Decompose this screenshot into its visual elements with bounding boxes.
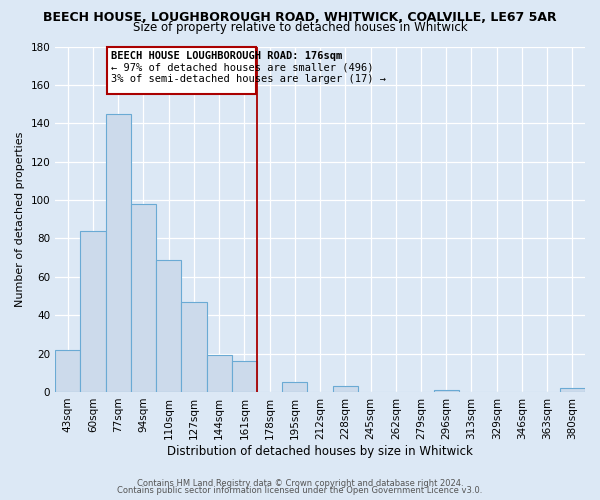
Bar [282, 382, 307, 392]
Bar [232, 362, 257, 392]
Text: BEECH HOUSE LOUGHBOROUGH ROAD: 176sqm: BEECH HOUSE LOUGHBOROUGH ROAD: 176sqm [112, 52, 343, 62]
Text: 3% of semi-detached houses are larger (17) →: 3% of semi-detached houses are larger (1… [112, 74, 386, 85]
Bar [131, 204, 156, 392]
X-axis label: Distribution of detached houses by size in Whitwick: Distribution of detached houses by size … [167, 444, 473, 458]
Bar [80, 230, 106, 392]
Bar [156, 260, 181, 392]
Bar [434, 390, 459, 392]
Text: ← 97% of detached houses are smaller (496): ← 97% of detached houses are smaller (49… [112, 63, 374, 73]
Bar [206, 356, 232, 392]
Bar [560, 388, 585, 392]
Text: Contains public sector information licensed under the Open Government Licence v3: Contains public sector information licen… [118, 486, 482, 495]
Text: BEECH HOUSE, LOUGHBOROUGH ROAD, WHITWICK, COALVILLE, LE67 5AR: BEECH HOUSE, LOUGHBOROUGH ROAD, WHITWICK… [43, 11, 557, 24]
Text: Contains HM Land Registry data © Crown copyright and database right 2024.: Contains HM Land Registry data © Crown c… [137, 478, 463, 488]
Text: Size of property relative to detached houses in Whitwick: Size of property relative to detached ho… [133, 21, 467, 34]
Bar [55, 350, 80, 392]
Bar [106, 114, 131, 392]
FancyBboxPatch shape [107, 46, 256, 94]
Y-axis label: Number of detached properties: Number of detached properties [15, 132, 25, 307]
Bar [332, 386, 358, 392]
Bar [181, 302, 206, 392]
